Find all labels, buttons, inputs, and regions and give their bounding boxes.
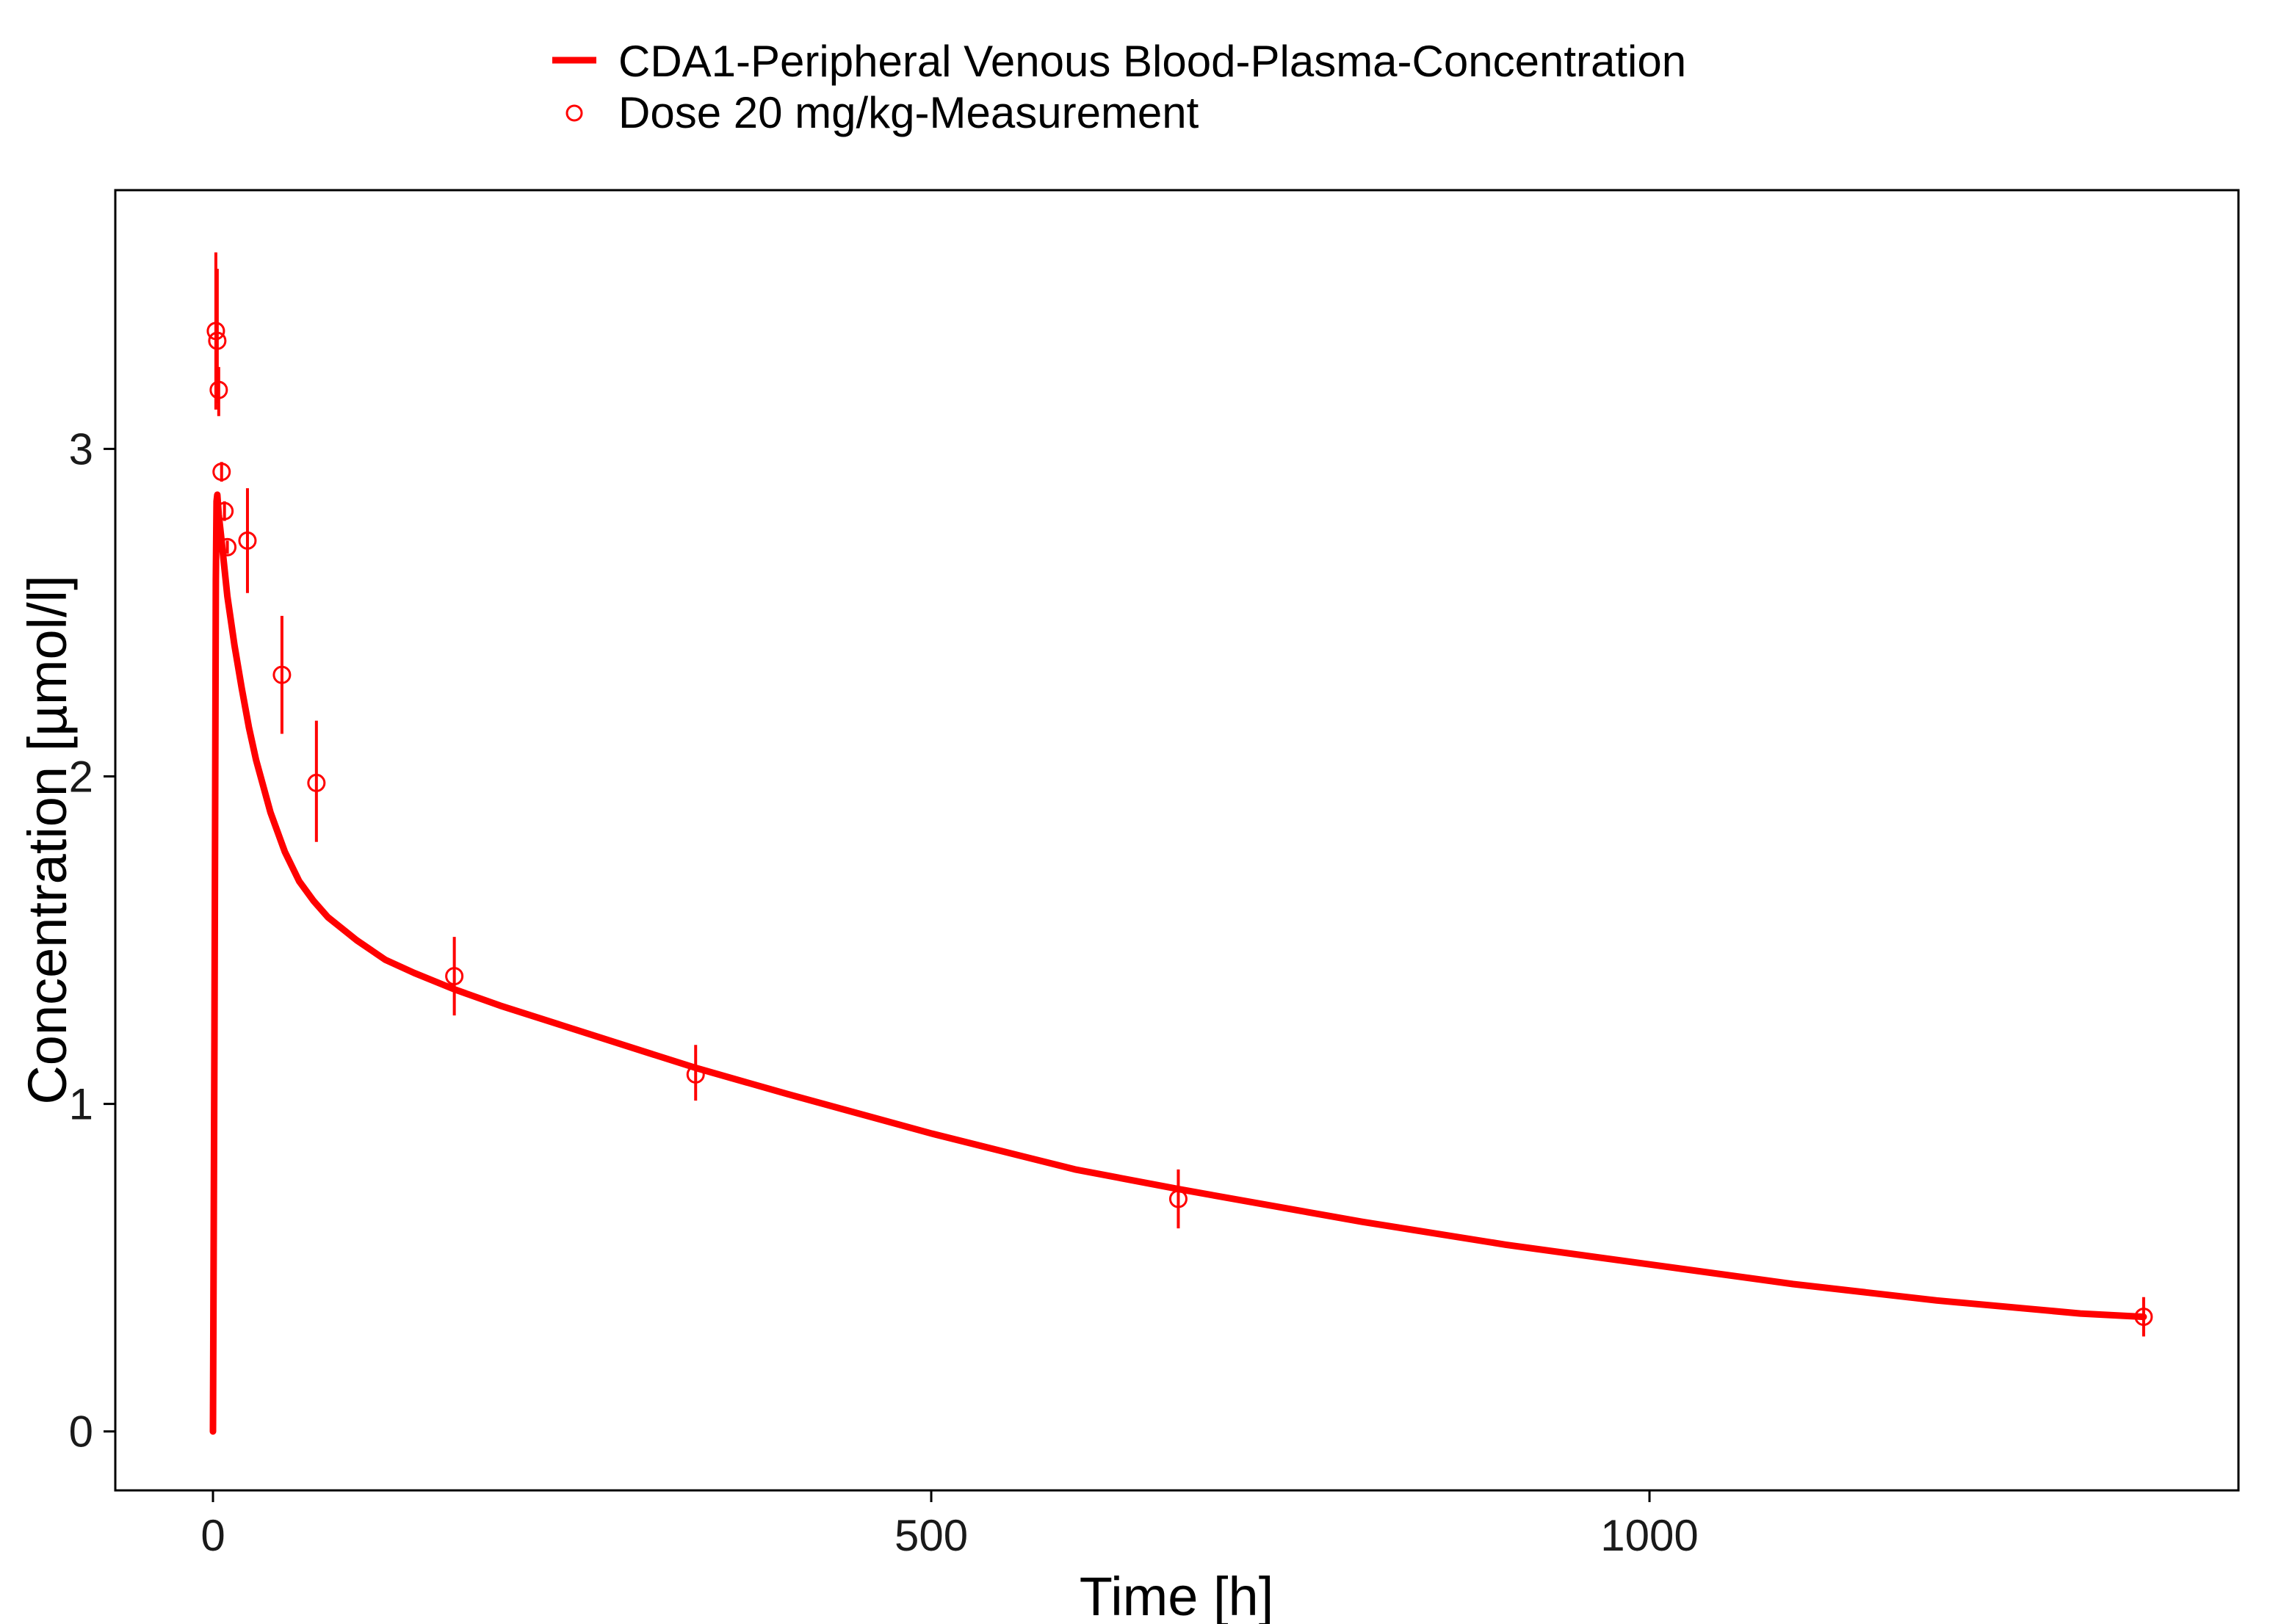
measurement-point (1168, 1169, 1188, 1229)
y-tick-label: 1 (69, 1080, 93, 1129)
measurement-marker (209, 380, 228, 399)
measurement-point (209, 366, 228, 416)
measurement-point (215, 501, 234, 521)
y-tick-label: 0 (69, 1407, 93, 1457)
measurement-marker (218, 537, 237, 557)
measurement-point (686, 1045, 705, 1101)
y-tick-label: 2 (69, 753, 93, 802)
measurement-marker (215, 501, 234, 521)
measurement-point (307, 720, 326, 842)
x-tick-label: 1000 (1600, 1511, 1698, 1560)
measurement-points (206, 252, 2153, 1337)
measurement-marker (686, 1065, 705, 1084)
plot-area (206, 252, 2153, 1435)
measurement-marker (2134, 1308, 2153, 1327)
measurement-point (218, 537, 237, 557)
legend-marker-swatch (565, 104, 583, 122)
series-line-cda1 (209, 491, 2147, 1435)
x-tick-label: 0 (200, 1511, 225, 1560)
measurement-marker (238, 531, 257, 550)
measurement-point (272, 615, 292, 734)
measurement-point (212, 462, 231, 482)
legend-label-markers: Dose 20 mg/kg-Measurement (618, 88, 1199, 137)
x-tick-label: 500 (894, 1511, 968, 1560)
x-axis: 0 500 1000 (200, 1490, 1699, 1560)
measurement-marker (272, 665, 292, 684)
measurement-marker (212, 463, 231, 482)
x-axis-title: Time [h] (1080, 1566, 1274, 1624)
plot-panel-border (114, 189, 2240, 1492)
measurement-point (238, 487, 257, 593)
legend: CDA1-Peripheral Venous Blood-Plasma-Conc… (552, 37, 1686, 137)
measurement-point (445, 937, 464, 1016)
measurement-marker (307, 773, 326, 792)
measurement-marker (1168, 1189, 1188, 1208)
y-tick-label: 3 (69, 424, 93, 474)
y-axis-title: Concentration [µmol/l] (17, 575, 78, 1104)
measurement-marker (208, 331, 227, 350)
legend-label-line: CDA1-Peripheral Venous Blood-Plasma-Conc… (618, 37, 1686, 86)
measurement-point (2134, 1297, 2153, 1337)
y-axis: 0 1 2 3 (69, 424, 115, 1457)
measurement-marker (445, 967, 464, 986)
